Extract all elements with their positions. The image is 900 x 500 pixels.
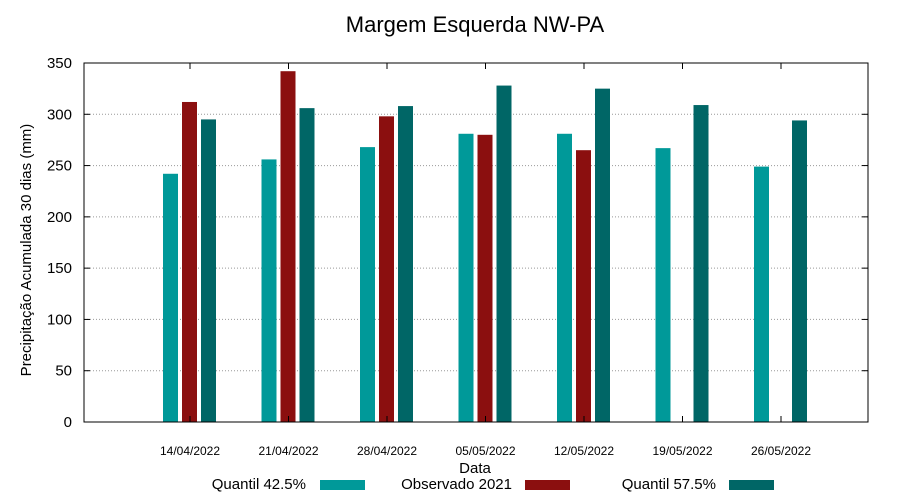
bar-quantil-42-5--1 <box>261 159 277 422</box>
bar-quantil-42-5--2 <box>360 147 375 422</box>
x-tick-label: 19/05/2022 <box>652 444 712 458</box>
y-tick-label: 300 <box>47 106 72 123</box>
x-tick-label: 14/04/2022 <box>160 444 220 458</box>
plot-frame <box>83 62 869 423</box>
legend-label: Quantil 57.5% <box>622 476 716 493</box>
legend-label: Quantil 42.5% <box>212 476 306 493</box>
bar-observado-2021-1 <box>280 71 296 422</box>
bar-quantil-57-5--2 <box>398 106 413 422</box>
bar-quantil-57-5--3 <box>496 85 512 423</box>
y-tick-label: 150 <box>47 260 72 277</box>
legend-label: Observado 2021 <box>401 476 512 493</box>
legend-swatch <box>320 480 365 490</box>
y-axis: 0 50 100 150 200 250 300 350 <box>47 55 868 431</box>
x-tick-label: 12/05/2022 <box>554 444 614 458</box>
y-tick-label: 100 <box>47 311 72 328</box>
bar-quantil-57-5--0 <box>201 119 216 423</box>
bars <box>163 71 807 423</box>
y-tick-label: 50 <box>55 363 72 380</box>
x-tick-label: 26/05/2022 <box>751 444 811 458</box>
y-tick-label: 200 <box>47 209 72 226</box>
bar-quantil-57-5--1 <box>299 108 315 422</box>
x-tick-label: 05/05/2022 <box>455 444 515 458</box>
y-tick-label: 250 <box>47 158 72 175</box>
chart-title: Margem Esquerda NW-PA <box>346 12 605 37</box>
bar-quantil-42-5--3 <box>458 133 474 422</box>
x-axis-label: Data <box>459 460 491 477</box>
y-tick-label: 350 <box>47 55 72 72</box>
y-tick-label: 0 <box>64 414 72 431</box>
x-axis: 14/04/2022 21/04/2022 28/04/2022 05/05/2022… <box>160 63 811 458</box>
bar-quantil-42-5--0 <box>163 173 178 422</box>
bar-observado-2021-2 <box>379 116 394 422</box>
legend-swatch <box>525 480 570 490</box>
bar-observado-2021-4 <box>576 150 591 422</box>
bar-observado-2021-3 <box>477 134 493 423</box>
x-tick-label: 21/04/2022 <box>258 444 318 458</box>
bar-quantil-57-5--6 <box>792 120 807 422</box>
bar-quantil-42-5--5 <box>655 148 671 423</box>
bar-quantil-57-5--5 <box>693 105 709 422</box>
x-tick-label: 28/04/2022 <box>357 444 417 458</box>
bar-quantil-42-5--4 <box>557 133 572 422</box>
bar-quantil-57-5--4 <box>595 88 610 423</box>
y-axis-label: Precipitação Acumulada 30 dias (mm) <box>18 124 35 377</box>
bar-quantil-42-5--6 <box>754 166 769 422</box>
bar-observado-2021-0 <box>182 101 197 422</box>
legend: Quantil 42.5% Observado 2021 Quantil 57.5% <box>212 476 774 493</box>
legend-swatch <box>729 480 774 490</box>
